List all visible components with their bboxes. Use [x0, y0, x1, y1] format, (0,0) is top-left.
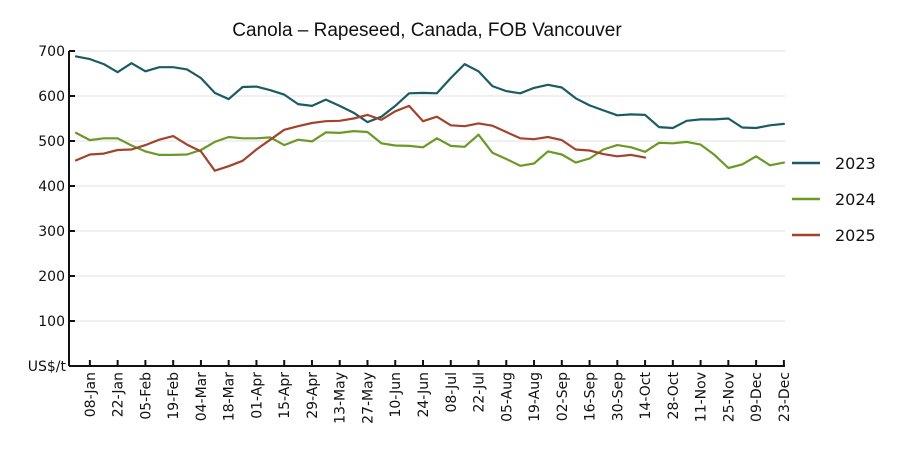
x-tick-label: 19-Aug [527, 372, 543, 422]
y-tick-label: 400 [38, 179, 65, 195]
x-tick-label: 08-Jul [444, 372, 460, 413]
x-tick-label: 04-Mar [194, 372, 210, 422]
x-tick-label: 27-May [360, 372, 376, 424]
series-line-2025 [74, 104, 647, 172]
gridlines [69, 50, 785, 322]
x-tick-label: 09-Dec [749, 372, 765, 422]
x-tick-label: 29-Apr [305, 372, 321, 419]
x-tick-label: 15-Apr [277, 372, 293, 419]
x-tick-label: 19-Feb [166, 372, 182, 420]
legend-label-2023: 2023 [835, 154, 876, 173]
x-tick-label: 14-Oct [638, 371, 654, 419]
x-tick-label: 05-Aug [499, 372, 515, 422]
x-tick-label: 10-Jun [388, 372, 404, 418]
x-tick-label: 08-Jan [83, 372, 99, 417]
x-tick-label: 28-Oct [666, 371, 682, 419]
x-tick-label: 16-Sep [583, 372, 599, 421]
y-tick-label: 700 [38, 44, 65, 60]
x-tick-label: 11-Nov [694, 372, 710, 422]
x-ticks: 08-Jan 22-Jan 05-Feb 19-Feb 04-Mar 18-Mar 01-A… [83, 360, 793, 424]
x-tick-label: 05-Feb [138, 372, 154, 420]
series-line-2023 [74, 55, 785, 130]
x-tick-label: 22-Jan [111, 372, 127, 417]
axes [68, 51, 785, 367]
x-tick-label: 24-Jun [416, 372, 432, 418]
chart-title: Canola – Rapeseed, Canada, FOB Vancouver [232, 20, 622, 41]
y-ticks: 100 200 300 400 500 600 700 [38, 44, 75, 330]
x-tick-label: 18-Mar [222, 372, 238, 422]
y-tick-label: 500 [38, 134, 65, 150]
x-tick-label: 30-Sep [610, 372, 626, 421]
y-tick-label: 200 [38, 269, 65, 285]
legend: 2023 2024 2025 [792, 154, 876, 245]
x-tick-label: 25-Nov [721, 372, 737, 422]
y-tick-label: 300 [38, 224, 65, 240]
legend-label-2025: 2025 [835, 226, 876, 245]
y-axis-unit-label: US$/t [28, 359, 67, 375]
legend-label-2024: 2024 [835, 190, 876, 209]
x-tick-label: 23-Dec [777, 372, 793, 422]
x-tick-label: 02-Sep [555, 372, 571, 421]
x-tick-label: 22-Jul [472, 372, 488, 413]
series-line-2024 [74, 130, 785, 170]
x-tick-label: 13-May [333, 372, 349, 424]
x-tick-label: 01-Apr [249, 372, 265, 419]
y-tick-label: 100 [38, 314, 65, 330]
series-layer [74, 55, 785, 172]
y-tick-label: 600 [38, 89, 65, 105]
